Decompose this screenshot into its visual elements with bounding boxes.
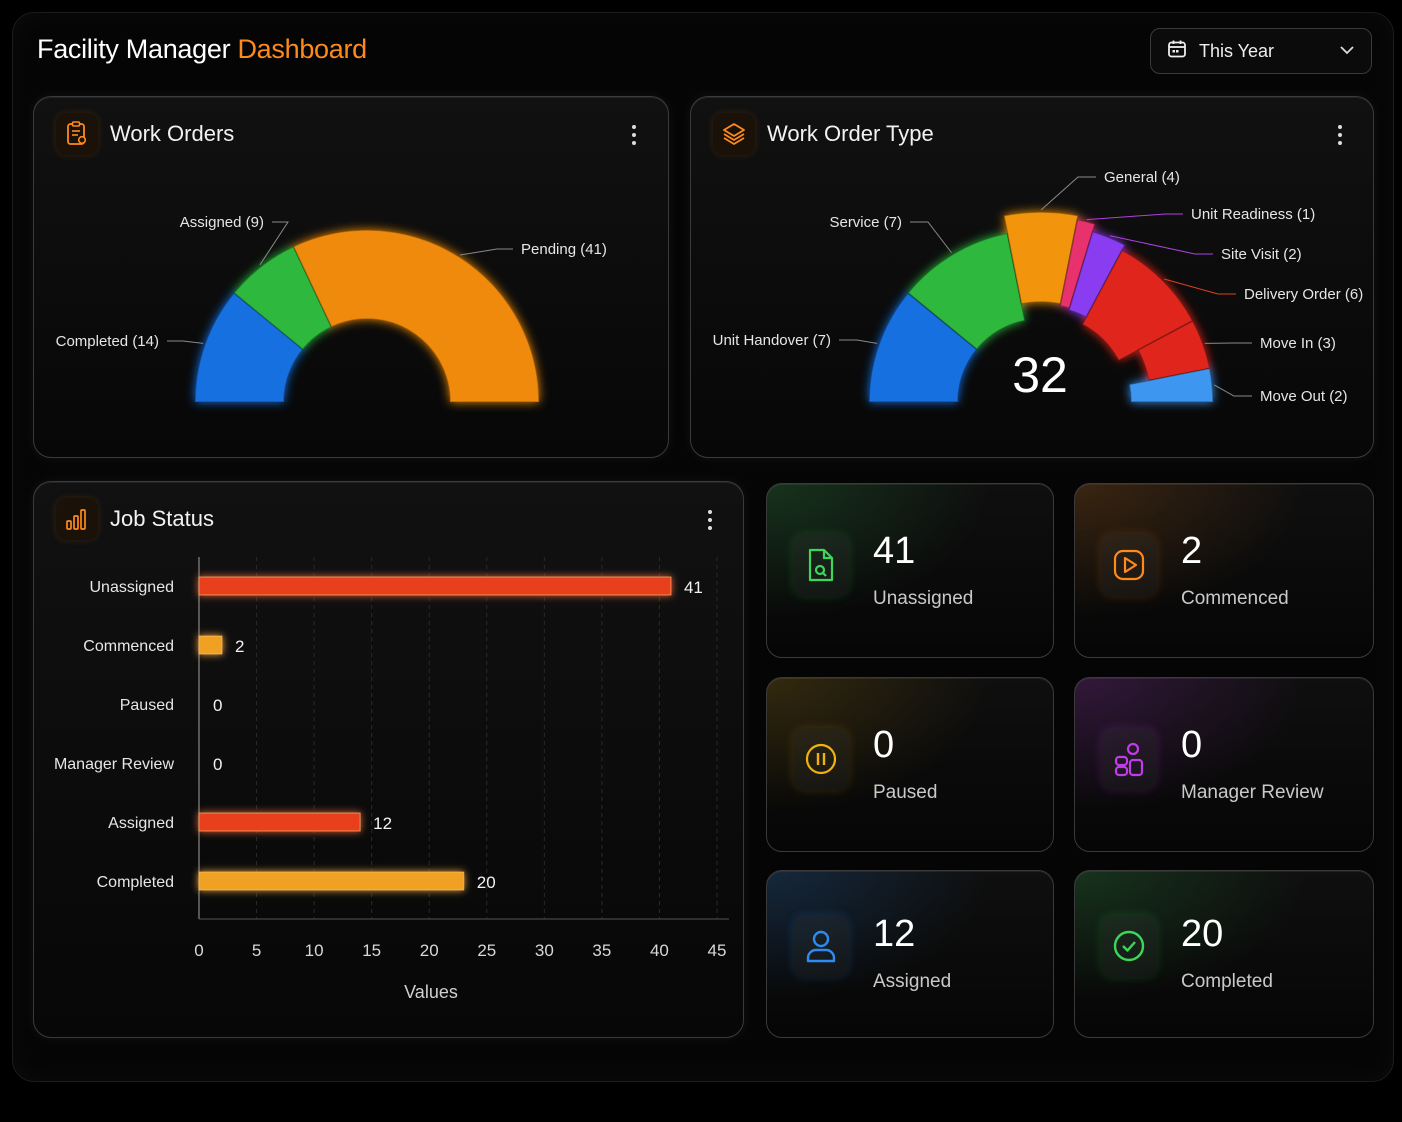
page-title: Facility Manager Dashboard (37, 34, 367, 65)
work-order-type-slice-label: Unit Readiness (1) (1191, 206, 1315, 223)
stat-card-paused[interactable]: 0 Paused (766, 677, 1054, 852)
user-icon (793, 915, 849, 977)
stat-label: Assigned (873, 971, 952, 992)
page-title-main: Facility Manager (37, 34, 231, 64)
x-tick-label: 10 (305, 941, 324, 960)
work-order-type-slice[interactable] (1128, 367, 1214, 403)
page-title-accent: Dashboard (237, 34, 367, 64)
x-tick-label: 30 (535, 941, 554, 960)
work-order-type-slice-label: Delivery Order (6) (1244, 286, 1363, 303)
work-order-type-slice-label: Site Visit (2) (1221, 246, 1302, 263)
period-dropdown-label: This Year (1199, 40, 1275, 61)
leader-line (167, 340, 204, 344)
job-status-value-label: 20 (477, 873, 496, 892)
leader-line (1040, 176, 1096, 211)
job-status-category-label: Completed (97, 874, 174, 891)
period-dropdown[interactable]: This Year (1150, 28, 1372, 74)
bar-chart-icon (56, 498, 98, 540)
job-status-value-label: 0 (213, 755, 222, 774)
work-orders-title: Work Orders (110, 121, 235, 146)
job-status-bar[interactable] (198, 576, 672, 596)
x-tick-label: 35 (592, 941, 611, 960)
leader-line (460, 248, 513, 256)
stat-label: Manager Review (1181, 782, 1324, 803)
layers-icon (713, 113, 755, 155)
work-orders-slice[interactable] (292, 229, 540, 403)
stat-value: 0 (1181, 724, 1203, 766)
stat-label: Commenced (1181, 588, 1289, 609)
job-status-bar[interactable] (198, 812, 361, 832)
chevron-down-icon (1339, 42, 1355, 60)
x-tick-label: 25 (477, 941, 496, 960)
stat-card-commenced[interactable]: 2 Commenced (1074, 483, 1374, 658)
x-tick-label: 15 (362, 941, 381, 960)
stat-label: Unassigned (873, 588, 974, 609)
job-status-value-label: 0 (213, 696, 222, 715)
job-status-menu-button[interactable] (705, 510, 715, 534)
stat-card-completed[interactable]: 20 Completed (1074, 870, 1374, 1038)
leader-line (839, 339, 878, 344)
stat-value: 2 (1181, 530, 1203, 572)
leader-line (1213, 384, 1252, 397)
stat-card-manager-review[interactable]: 0 Manager Review (1074, 677, 1374, 852)
job-status-value-label: 2 (235, 637, 244, 656)
job-status-category-label: Commenced (83, 638, 174, 655)
play-icon (1101, 534, 1157, 596)
leader-line (1163, 278, 1236, 295)
stat-card-assigned[interactable]: 12 Assigned (766, 870, 1054, 1038)
work-order-type-title: Work Order Type (767, 121, 934, 146)
job-status-category-label: Paused (120, 697, 174, 714)
work-order-type-chart: Unit Handover (7) Service (7) General (4) U… (713, 169, 1364, 405)
work-order-type-total: 32 (1012, 347, 1068, 403)
leader-line (910, 221, 952, 254)
leader-line (1086, 213, 1183, 221)
job-status-bar[interactable] (198, 871, 465, 891)
stat-card-unassigned[interactable]: 41 Unassigned (766, 483, 1054, 658)
work-order-type-slice-label: Move Out (2) (1260, 388, 1348, 405)
leader-line (259, 221, 289, 266)
stat-label: Completed (1181, 971, 1273, 992)
x-tick-label: 20 (420, 941, 439, 960)
job-status-card: Job Status 0 5 10 15 20 25 30 35 40 45 Unassigned 4… (33, 481, 744, 1038)
job-status-bar[interactable] (198, 635, 223, 655)
work-orders-menu-button[interactable] (629, 125, 639, 149)
work-order-type-slice-label: Unit Handover (7) (713, 332, 831, 349)
shapes-icon (1101, 728, 1157, 790)
x-tick-label: 5 (252, 941, 261, 960)
check-circle-icon (1101, 915, 1157, 977)
stat-value: 0 (873, 724, 895, 766)
x-tick-label: 45 (708, 941, 727, 960)
calendar-icon (1167, 39, 1187, 64)
leader-line (1109, 235, 1213, 255)
work-order-type-slice-label: Move In (3) (1260, 335, 1336, 352)
work-order-type-menu-button[interactable] (1335, 125, 1345, 149)
x-tick-label: 0 (194, 941, 203, 960)
clipboard-icon (56, 113, 98, 155)
work-order-type-slice[interactable] (1003, 211, 1079, 305)
stat-value: 20 (1181, 913, 1224, 955)
work-orders-card: Work Orders Completed (14) Assigned (9) Pe… (33, 96, 669, 458)
job-status-xlabel: Values (404, 982, 458, 1002)
work-orders-chart: Completed (14) Assigned (9) Pending (41) (56, 214, 607, 403)
pause-icon (793, 728, 849, 790)
job-status-category-label: Assigned (108, 815, 174, 832)
job-status-value-label: 41 (684, 578, 703, 597)
job-status-title: Job Status (110, 506, 214, 531)
work-orders-slice-label: Assigned (9) (180, 214, 264, 231)
work-orders-slice-label: Pending (41) (521, 241, 607, 258)
x-tick-label: 40 (650, 941, 669, 960)
work-orders-slice-label: Completed (14) (56, 333, 159, 350)
job-status-category-label: Unassigned (90, 579, 175, 596)
stat-label: Paused (873, 782, 938, 803)
job-status-value-label: 12 (373, 814, 392, 833)
work-order-type-slice-label: Service (7) (829, 214, 902, 231)
work-order-type-card: Work Order Type Unit Handover (7) Service… (690, 96, 1374, 458)
file-icon (793, 534, 849, 596)
work-order-type-slice-label: General (4) (1104, 169, 1180, 186)
stat-value: 41 (873, 530, 916, 572)
job-status-category-label: Manager Review (54, 756, 175, 773)
stat-value: 12 (873, 913, 916, 955)
